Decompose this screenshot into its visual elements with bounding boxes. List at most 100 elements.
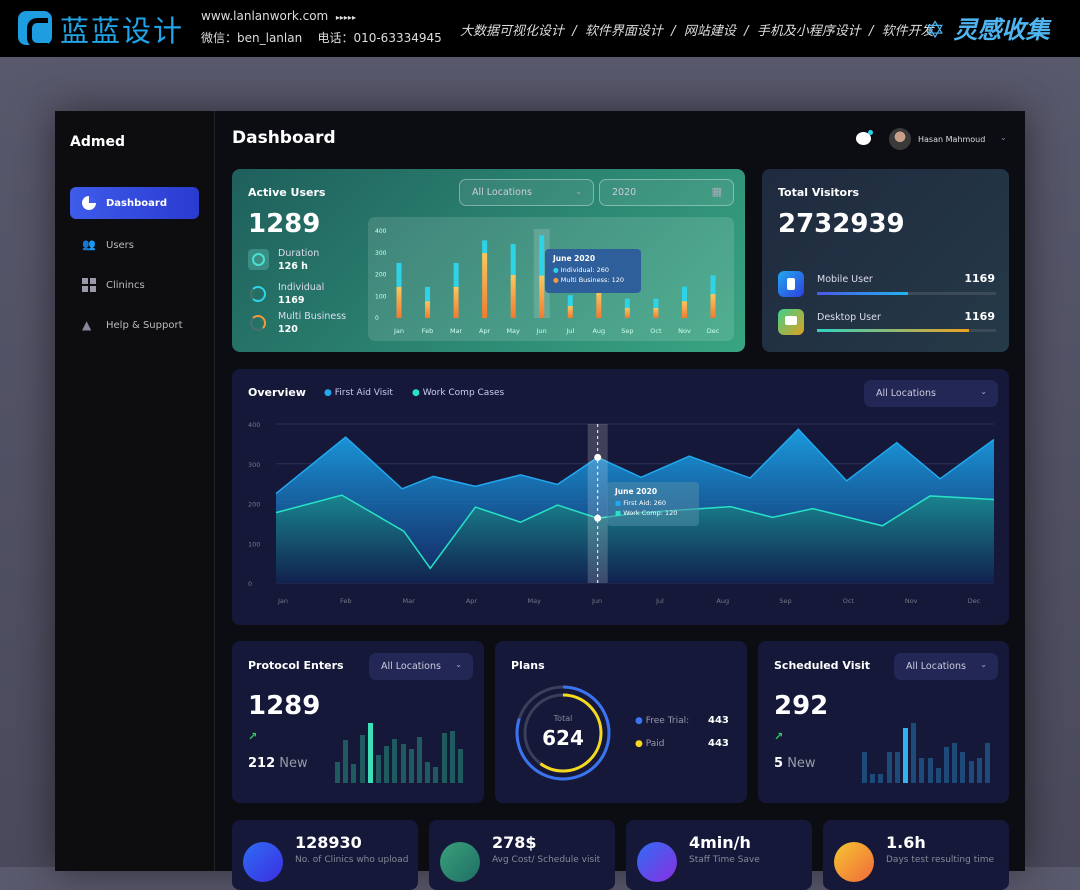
chevron-down-icon[interactable]: ⌄ <box>1000 133 1007 142</box>
contact-info: 微信：ben_lanlan 电话：010-63334945 <box>201 31 442 45</box>
calendar-icon: ▦ <box>711 185 722 198</box>
bar <box>449 731 455 783</box>
x-tick-label: Apr <box>479 327 491 335</box>
tooltip-title: June 2020 <box>615 487 658 496</box>
kpi-value: 278$ <box>492 833 537 852</box>
bar-multi-business <box>425 301 431 318</box>
x-tick-label: Jan <box>277 597 288 605</box>
mobile-progress-bar <box>817 292 996 295</box>
new-count: 212 New <box>248 756 308 771</box>
select-value: All Locations <box>381 661 441 672</box>
location-select[interactable]: All Locations ⌄ <box>894 653 998 680</box>
x-tick-label: Oct <box>650 327 662 335</box>
x-tick-label: Nov <box>905 597 918 605</box>
legend-paid: ● Paid <box>635 739 665 749</box>
sidebar-item-label: Dashboard <box>106 197 167 209</box>
x-tick-label: May <box>506 327 520 335</box>
select-value: All Locations <box>472 187 532 198</box>
stat-value: 1169 <box>278 295 305 306</box>
bar <box>919 757 925 783</box>
donut-arc <box>523 693 603 773</box>
location-select[interactable]: All Locations ⌄ <box>864 380 998 407</box>
warning-icon: ▲ <box>82 318 92 332</box>
y-tick-label: 300 <box>248 461 260 469</box>
scheduled-value: 292 <box>774 691 829 721</box>
bar-individual <box>425 286 431 302</box>
row-label: Mobile User <box>817 274 873 285</box>
bar <box>384 745 390 783</box>
plans-card: Plans Total 624 ● Free Trial: 443 ● Paid… <box>495 641 747 803</box>
y-tick-label: 200 <box>375 272 387 279</box>
x-tick-label: Sep <box>621 327 633 335</box>
card-title: Scheduled Visit <box>774 659 871 672</box>
multi-business-ring-icon <box>250 315 266 331</box>
user-name[interactable]: Hasan Mahmoud <box>918 135 986 144</box>
bar <box>425 762 431 783</box>
card-title: Protocol Enters <box>248 659 344 672</box>
x-tick-label: Mar <box>403 597 416 605</box>
trend-up-icon: ↗ <box>248 730 258 743</box>
bar <box>351 764 357 783</box>
chevron-down-icon: ⌄ <box>455 660 462 669</box>
arrows: ▸▸▸▸▸ <box>335 13 356 22</box>
tooltip-line: Work Comp: 120 <box>623 509 678 517</box>
avatar[interactable] <box>889 128 911 150</box>
bar <box>976 757 982 783</box>
chat-icon[interactable] <box>856 130 873 145</box>
legend-label: First Aid Visit <box>334 388 393 398</box>
scheduled-bar-chart <box>862 723 992 783</box>
x-tick-label: Mar <box>450 327 463 335</box>
building-icon <box>243 842 283 882</box>
total-visitors-card: Total Visitors 2732939 Mobile User 1169 … <box>762 169 1009 352</box>
tooltip-title: June 2020 <box>553 254 596 263</box>
pie-chart-icon <box>82 196 96 210</box>
donut-arc <box>515 685 611 781</box>
bar <box>985 743 990 783</box>
row-value: 1169 <box>964 272 995 285</box>
services-list: 大数据可视化设计 / 软件界面设计 / 网站建设 / 手机及小程序设计 / 软件… <box>460 24 934 39</box>
bar <box>894 751 900 783</box>
x-tick-label: Apr <box>466 597 478 605</box>
sidebar-item-dashboard[interactable]: Dashboard <box>70 187 199 219</box>
sidebar-item-label: Clinincs <box>106 279 145 291</box>
active-users-chart-svg: 0 100 200 300 400 Jan Feb Mar Apr May Jun Jul Aug Sep… <box>375 228 720 335</box>
bar-multi-business <box>567 306 573 318</box>
trend-up-icon: ↗ <box>774 730 784 743</box>
y-tick-label: 0 <box>375 315 379 322</box>
location-select[interactable]: All Locations ⌄ <box>369 653 473 680</box>
bar-multi-business <box>482 252 488 318</box>
x-tick-label: Feb <box>422 327 434 335</box>
users-icon: 👥 <box>82 238 96 251</box>
tooltip-line: Individual: 260 <box>560 266 610 274</box>
sidebar: Admed Dashboard 👥 Users Clinincs ▲ Help … <box>55 111 215 871</box>
location-select[interactable]: All Locations ⌄ <box>459 179 594 206</box>
x-tick-label: Oct <box>843 597 855 605</box>
bar-individual <box>510 244 516 275</box>
sidebar-item-help-support[interactable]: ▲ Help & Support <box>70 309 199 341</box>
bar-individual <box>710 275 716 295</box>
card-title: Overview <box>248 386 306 399</box>
stat-label: Individual <box>278 282 325 293</box>
sidebar-item-users[interactable]: 👥 Users <box>70 229 199 261</box>
x-tick-label: Jun <box>536 327 547 335</box>
row-value: 1169 <box>964 310 995 323</box>
y-tick-label: 0 <box>248 580 252 588</box>
year-picker[interactable]: 2020 ▦ <box>599 179 734 206</box>
clock-icon <box>248 249 269 270</box>
active-users-value: 1289 <box>248 209 321 239</box>
bar-individual <box>396 262 402 287</box>
kpi-value: 1.6h <box>886 833 926 852</box>
sidebar-item-label: Users <box>106 239 135 251</box>
active-users-card: Active Users 1289 Duration 126 h Individ… <box>232 169 745 352</box>
bar <box>870 773 876 783</box>
kpi-value: 128930 <box>295 833 362 852</box>
bar <box>433 767 439 783</box>
y-tick-label: 300 <box>375 250 387 257</box>
y-tick-label: 400 <box>375 228 387 235</box>
protocol-enters-card: Protocol Enters All Locations ⌄ 1289 ↗ 21… <box>232 641 484 803</box>
kpi-label: Staff Time Save <box>689 855 760 865</box>
sidebar-item-clinics[interactable]: Clinincs <box>70 269 199 301</box>
mobile-icon <box>778 271 804 297</box>
site-url[interactable]: www.lanlanwork.com ▸▸▸▸▸ <box>201 9 356 23</box>
inspiration-brand: ✡ 灵感收集 <box>925 16 1050 44</box>
